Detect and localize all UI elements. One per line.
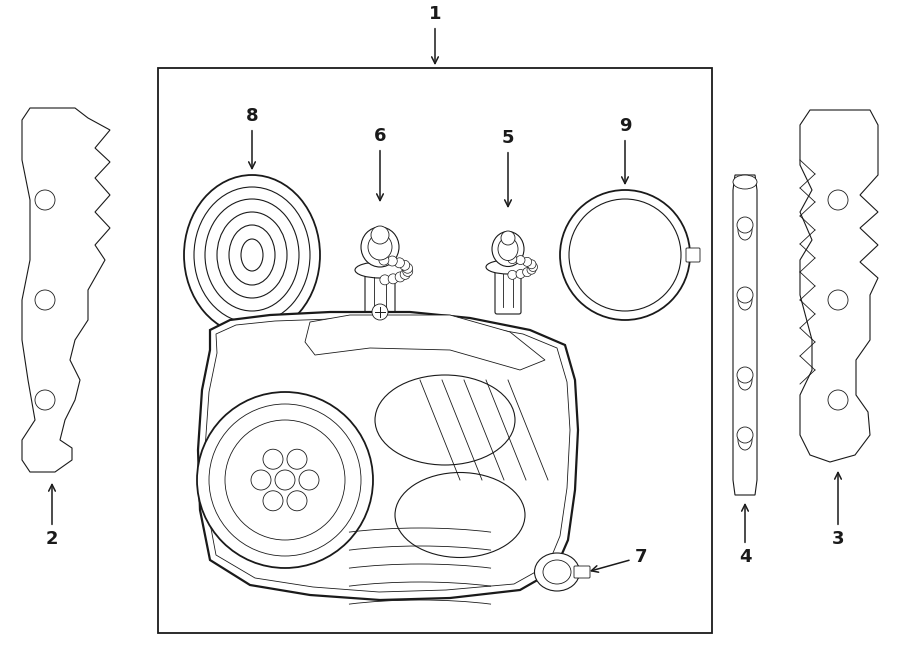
- Circle shape: [394, 258, 404, 268]
- Circle shape: [380, 275, 390, 285]
- Circle shape: [560, 190, 690, 320]
- Ellipse shape: [535, 553, 580, 591]
- FancyBboxPatch shape: [365, 271, 395, 320]
- Text: 5: 5: [502, 129, 514, 206]
- Circle shape: [402, 263, 412, 273]
- Circle shape: [828, 190, 848, 210]
- Circle shape: [35, 390, 55, 410]
- Ellipse shape: [738, 290, 752, 310]
- Ellipse shape: [738, 370, 752, 390]
- Circle shape: [400, 260, 410, 270]
- Polygon shape: [800, 110, 878, 462]
- Circle shape: [737, 217, 753, 233]
- Circle shape: [402, 266, 413, 276]
- Ellipse shape: [733, 175, 757, 189]
- Circle shape: [395, 272, 405, 282]
- Circle shape: [737, 287, 753, 303]
- Circle shape: [400, 270, 410, 280]
- Circle shape: [569, 199, 681, 311]
- Text: 9: 9: [619, 117, 631, 184]
- Circle shape: [197, 392, 373, 568]
- Text: 3: 3: [832, 473, 844, 548]
- FancyBboxPatch shape: [574, 566, 590, 578]
- Circle shape: [209, 404, 361, 556]
- Circle shape: [287, 449, 307, 469]
- Circle shape: [737, 367, 753, 383]
- Ellipse shape: [361, 227, 399, 267]
- Ellipse shape: [498, 237, 518, 260]
- Circle shape: [299, 470, 319, 490]
- Circle shape: [251, 470, 271, 490]
- Polygon shape: [198, 312, 578, 600]
- Polygon shape: [733, 175, 757, 495]
- Circle shape: [527, 265, 536, 274]
- Ellipse shape: [368, 234, 392, 260]
- Circle shape: [528, 262, 537, 272]
- Text: 8: 8: [246, 107, 258, 169]
- Circle shape: [35, 190, 55, 210]
- FancyBboxPatch shape: [495, 268, 521, 314]
- Circle shape: [828, 390, 848, 410]
- Circle shape: [387, 256, 397, 266]
- Circle shape: [263, 449, 283, 469]
- Text: 2: 2: [46, 485, 58, 548]
- Polygon shape: [22, 108, 110, 472]
- Circle shape: [263, 490, 283, 511]
- Circle shape: [516, 256, 525, 264]
- Text: 1: 1: [428, 5, 441, 63]
- Circle shape: [379, 255, 389, 265]
- Circle shape: [828, 290, 848, 310]
- Circle shape: [516, 270, 525, 278]
- Circle shape: [35, 290, 55, 310]
- Ellipse shape: [371, 226, 389, 244]
- Circle shape: [372, 304, 388, 320]
- Ellipse shape: [501, 231, 515, 245]
- Ellipse shape: [738, 430, 752, 450]
- Circle shape: [275, 470, 295, 490]
- Ellipse shape: [738, 220, 752, 240]
- Circle shape: [287, 490, 307, 511]
- Ellipse shape: [375, 375, 515, 465]
- Ellipse shape: [395, 473, 525, 557]
- Ellipse shape: [355, 262, 405, 278]
- Text: 6: 6: [374, 127, 386, 200]
- Polygon shape: [305, 315, 545, 370]
- Text: 7: 7: [591, 548, 647, 572]
- Circle shape: [388, 274, 398, 284]
- Circle shape: [523, 257, 532, 266]
- Bar: [158, 68, 712, 633]
- Circle shape: [737, 427, 753, 443]
- Circle shape: [508, 254, 517, 264]
- Circle shape: [527, 260, 536, 269]
- Text: 4: 4: [739, 504, 752, 566]
- FancyBboxPatch shape: [686, 248, 700, 262]
- Ellipse shape: [543, 560, 571, 584]
- Circle shape: [523, 268, 532, 277]
- Ellipse shape: [486, 260, 530, 274]
- Circle shape: [508, 270, 517, 280]
- Circle shape: [225, 420, 345, 540]
- Ellipse shape: [492, 231, 524, 266]
